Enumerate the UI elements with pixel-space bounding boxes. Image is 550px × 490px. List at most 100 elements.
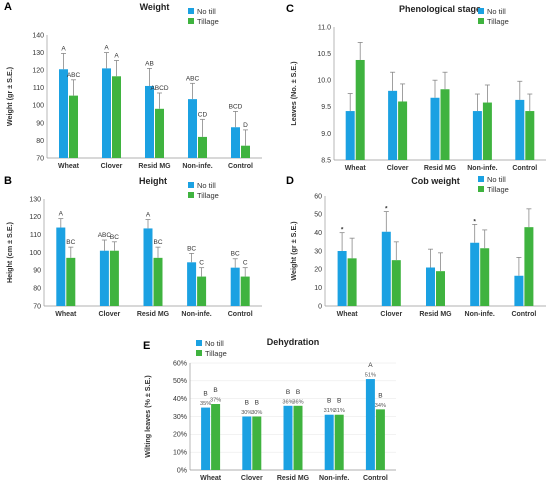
y-tick-label: 30%: [173, 414, 187, 421]
x-tick-label: Non-infe.: [181, 311, 211, 318]
legend-swatch: [196, 340, 202, 346]
y-tick-label: 120: [32, 68, 44, 75]
y-tick-label: 60: [314, 193, 322, 200]
y-tick-label: 110: [30, 232, 41, 239]
x-tick-label: Non-infe.: [182, 163, 212, 170]
bar-no-till: [365, 379, 375, 470]
chart-title: Dehydration: [267, 337, 320, 347]
x-tick-label: Control: [512, 165, 537, 172]
bar-no-till: [143, 228, 153, 306]
x-tick-label: Control: [363, 475, 388, 482]
x-tick-label: Clover: [99, 311, 121, 318]
data-label: 30%: [241, 410, 252, 416]
significance-label: B: [286, 389, 290, 396]
legend-swatch: [478, 18, 484, 24]
bar-tillage: [482, 102, 492, 160]
y-tick-label: 10: [314, 285, 322, 292]
y-axis-label: Height (cm ± S.E.): [5, 221, 14, 283]
y-tick-label: 100: [32, 103, 44, 110]
bar-tillage: [252, 416, 262, 470]
x-tick-label: Wheat: [55, 311, 77, 318]
bar-no-till: [102, 68, 111, 158]
chart-title: Weight: [140, 2, 170, 12]
x-tick-label: Wheat: [345, 165, 367, 172]
chart-panel-a: A Weight 70 80 90 100 110 120 130 140 Weight (gr ±…: [4, 1, 262, 170]
legend-swatch: [188, 182, 194, 188]
panel-letter: B: [4, 175, 12, 187]
y-tick-label: 20: [314, 267, 322, 274]
bar-no-till: [56, 227, 66, 306]
bar-tillage: [480, 248, 490, 306]
y-tick-label: 140: [32, 32, 44, 39]
data-label: 31%: [334, 408, 345, 414]
chart-title: Height: [139, 176, 167, 186]
bar-tillage: [240, 276, 250, 306]
y-tick-label: 30: [314, 248, 322, 255]
significance-label: C: [199, 260, 204, 267]
chart-panel-d: D Cob weight 0 10 20 30 40 50 60 Weight (gr ± S.E…: [286, 175, 546, 318]
legend-label: Tillage: [197, 17, 219, 26]
data-label: 35%: [200, 401, 211, 407]
y-tick-label: 70: [33, 303, 41, 310]
x-tick-label: Resid MG: [277, 475, 310, 482]
x-tick-label: Control: [228, 311, 253, 318]
bar-no-till: [324, 414, 334, 470]
bar-tillage: [440, 89, 450, 160]
y-tick-label: 50%: [173, 378, 187, 385]
x-tick-label: Clover: [101, 163, 123, 170]
y-tick-label: 60%: [173, 360, 187, 367]
significance-label: BC: [66, 239, 75, 246]
significance-marker: *: [341, 227, 344, 234]
bar-tillage: [525, 111, 535, 160]
bar-no-till: [283, 405, 293, 470]
bar-no-till: [472, 111, 482, 160]
x-tick-label: Non-infe.: [465, 311, 495, 318]
bar-tillage: [153, 257, 163, 306]
bar-no-till: [231, 127, 240, 158]
significance-label: ABC: [186, 75, 200, 82]
legend-label: Tillage: [487, 17, 509, 26]
significance-label: B: [378, 392, 382, 399]
significance-label: A: [61, 45, 66, 52]
significance-label: ABC: [67, 72, 81, 79]
significance-label: BC: [110, 234, 119, 241]
y-tick-label: 11.0: [318, 24, 331, 31]
y-tick-label: 20%: [173, 432, 187, 439]
data-label: 31%: [324, 408, 335, 414]
bar-no-till: [470, 242, 480, 306]
bar-no-till: [145, 85, 154, 158]
significance-label: B: [213, 387, 217, 394]
bar-no-till: [430, 97, 440, 160]
x-tick-label: Wheat: [58, 163, 80, 170]
significance-label: A: [368, 362, 373, 369]
significance-label: A: [114, 52, 119, 59]
y-axis-label: Leaves (No. ± S.E.): [289, 61, 298, 126]
legend-swatch: [478, 8, 484, 14]
legend-label: No till: [487, 175, 506, 184]
bar-tillage: [334, 414, 344, 470]
y-tick-label: 0: [318, 303, 322, 310]
y-tick-label: 40: [314, 230, 322, 237]
bar-tillage: [69, 95, 78, 158]
significance-marker: *: [385, 206, 388, 213]
bar-no-till: [187, 262, 197, 306]
data-label: 36%: [282, 399, 293, 405]
data-label: 51%: [365, 373, 376, 379]
significance-label: B: [203, 391, 207, 398]
significance-label: A: [59, 211, 64, 218]
y-tick-label: 8.5: [321, 157, 331, 164]
y-tick-label: 50: [314, 212, 322, 219]
significance-label: BC: [187, 245, 196, 252]
legend-swatch: [478, 186, 484, 192]
significance-label: BC: [153, 239, 162, 246]
bar-no-till: [99, 250, 109, 306]
significance-label: B: [296, 389, 300, 396]
legend-label: No till: [487, 7, 506, 16]
bar-no-till: [345, 111, 355, 160]
bar-tillage: [436, 271, 445, 306]
bar-no-till: [201, 407, 211, 470]
significance-label: BC: [231, 251, 240, 258]
bar-tillage: [375, 409, 385, 470]
bar-no-till: [381, 231, 391, 306]
